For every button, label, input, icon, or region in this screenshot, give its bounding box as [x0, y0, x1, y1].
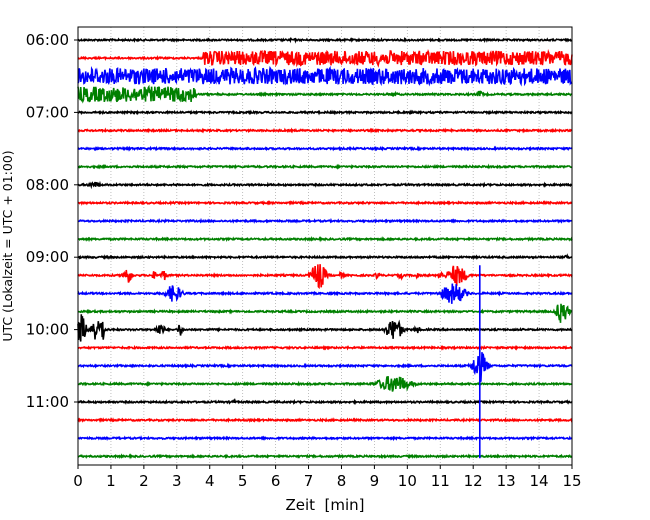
- trace-1030: [77, 352, 573, 383]
- y-tick-label: 07:00: [26, 103, 69, 121]
- x-tick-label: 10: [398, 472, 417, 490]
- y-axis: 06:00 07:00 08:00 09:00 10:00 11:00: [26, 31, 78, 411]
- trace-0815: [77, 199, 573, 206]
- y-tick-label: 08:00: [26, 176, 69, 194]
- x-tick-label: 13: [497, 472, 516, 490]
- x-axis: 0 1 2 3 4 5 6 7 8 9 10 11 12 13 14 15: [73, 465, 582, 490]
- trace-0715: [77, 127, 573, 134]
- x-tick-label: 14: [530, 472, 549, 490]
- trace-1045: [77, 376, 573, 392]
- trace-0800: [77, 180, 573, 190]
- x-tick-label: 9: [370, 472, 380, 490]
- x-tick-label: 8: [337, 472, 347, 490]
- x-tick-label: 2: [139, 472, 149, 490]
- x-tick-label: 15: [562, 472, 581, 490]
- traces: [77, 36, 573, 460]
- x-tick-label: 5: [238, 472, 248, 490]
- grid-lines: [110, 27, 540, 465]
- x-tick-label: 0: [73, 472, 83, 490]
- x-axis-label: Zeit [min]: [285, 496, 364, 514]
- x-tick-label: 4: [205, 472, 215, 490]
- trace-1145: [77, 453, 573, 460]
- x-tick-label: 11: [431, 472, 450, 490]
- plot-frame: [77, 26, 573, 466]
- y-tick-label: 09:00: [26, 248, 69, 266]
- trace-1130: [77, 435, 573, 442]
- trace-0615: [77, 49, 573, 68]
- trace-1100: [77, 397, 573, 406]
- trace-0945: [78, 303, 573, 323]
- y-tick-label: 06:00: [26, 31, 69, 49]
- y-tick-label: 11:00: [26, 393, 69, 411]
- trace-0915: [77, 264, 573, 290]
- x-tick-label: 6: [271, 472, 281, 490]
- trace-0900: [77, 253, 573, 261]
- trace-0930: [77, 283, 573, 304]
- y-axis-label: UTC (Lokalzeit = UTC + 01:00): [0, 150, 15, 341]
- trace-0730: [77, 145, 573, 152]
- trace-1115: [77, 416, 573, 424]
- trace-0645: [77, 84, 573, 104]
- y-tick-label: 10:00: [26, 321, 69, 339]
- x-tick-label: 1: [106, 472, 116, 490]
- x-tick-label: 12: [464, 472, 483, 490]
- trace-1000: [77, 314, 573, 342]
- x-tick-label: 7: [304, 472, 314, 490]
- trace-0830: [77, 217, 573, 224]
- trace-0700: [77, 109, 573, 116]
- trace-0845: [77, 236, 573, 243]
- trace-0745: [77, 163, 573, 170]
- trace-1015: [77, 344, 573, 351]
- x-tick-label: 3: [172, 472, 182, 490]
- trace-0600: [77, 36, 573, 44]
- trace-0630: [77, 65, 573, 87]
